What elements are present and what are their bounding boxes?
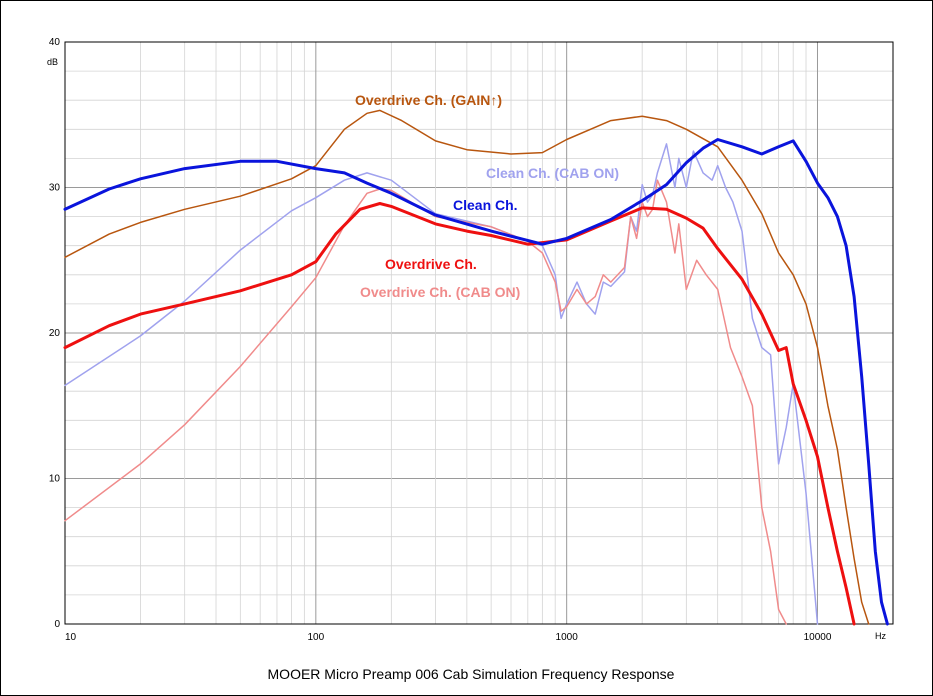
series-label-clean-cab-on: Clean Ch. (CAB ON) bbox=[486, 165, 619, 181]
series-lines bbox=[63, 109, 889, 626]
series-label-overdrive: Overdrive Ch. bbox=[385, 256, 477, 272]
chart-title: MOOER Micro Preamp 006 Cab Simulation Fr… bbox=[268, 666, 675, 682]
series-label-overdrive-gain: Overdrive Ch. (GAIN↑) bbox=[355, 92, 502, 108]
grid bbox=[65, 42, 893, 624]
y-tick-label: 10 bbox=[49, 474, 61, 485]
x-tick-label: 1000 bbox=[556, 632, 579, 643]
plot-border bbox=[64, 41, 894, 625]
y-tick-label: 20 bbox=[49, 328, 61, 339]
series-label-clean: Clean Ch. bbox=[453, 197, 518, 213]
y-tick-label: 0 bbox=[54, 619, 60, 630]
x-tick-label: 10 bbox=[65, 632, 77, 643]
series-line-2 bbox=[64, 143, 819, 625]
x-tick-label: 10000 bbox=[804, 632, 832, 643]
series-line-1 bbox=[63, 138, 889, 626]
x-tick-label: 100 bbox=[307, 632, 324, 643]
x-unit-label: Hz bbox=[875, 631, 886, 641]
y-tick-label: 30 bbox=[49, 183, 61, 194]
series-label-overdrive-cab-on: Overdrive Ch. (CAB ON) bbox=[360, 284, 520, 300]
y-unit-label: dB bbox=[47, 57, 58, 67]
y-tick-label: 40 bbox=[49, 37, 61, 48]
series-line-0 bbox=[64, 109, 870, 625]
series-line-4 bbox=[64, 179, 787, 625]
tick-labels: 0 10 20 30 40 10 100 1000 10000 bbox=[49, 37, 832, 643]
